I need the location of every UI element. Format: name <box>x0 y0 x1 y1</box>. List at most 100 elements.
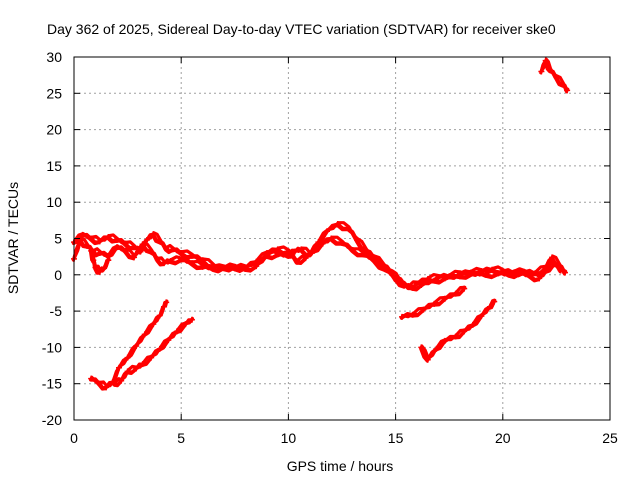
data-point <box>401 282 408 289</box>
data-point <box>88 375 95 382</box>
data-point <box>409 284 416 291</box>
series-neg-track-3 <box>399 285 468 320</box>
data-point <box>92 264 99 271</box>
data-point <box>441 295 448 302</box>
data-point <box>116 364 123 371</box>
data-point <box>418 281 425 288</box>
data-point <box>88 247 95 254</box>
data-point <box>96 268 103 275</box>
data-point <box>124 368 131 375</box>
data-point <box>323 228 330 235</box>
data-point <box>188 316 195 323</box>
x-axis-label: GPS time / hours <box>287 458 394 474</box>
data-point <box>456 273 463 280</box>
series-line <box>71 223 566 291</box>
data-point <box>424 356 431 363</box>
data-point <box>150 321 157 328</box>
data-point <box>96 250 103 257</box>
data-point <box>495 270 502 277</box>
data-point <box>124 354 131 361</box>
data-point <box>441 337 448 344</box>
data-point <box>549 254 556 261</box>
data-point <box>163 299 170 306</box>
data-point <box>178 250 185 257</box>
data-point <box>113 236 120 243</box>
data-point <box>221 264 228 271</box>
y-tick-label: -10 <box>42 339 62 355</box>
data-point <box>392 275 399 282</box>
data-point <box>486 303 493 310</box>
data-point <box>461 328 468 335</box>
data-point <box>557 267 564 274</box>
data-point <box>420 306 427 313</box>
data-point <box>431 277 438 284</box>
data-point <box>143 236 150 243</box>
data-point <box>302 255 309 262</box>
y-tick-label: -15 <box>42 376 62 392</box>
data-point <box>182 321 189 328</box>
data-point <box>482 271 489 278</box>
data-point <box>131 244 138 251</box>
x-tick-label: 0 <box>70 430 78 446</box>
data-point <box>334 220 341 227</box>
data-point <box>105 257 112 264</box>
data-point <box>133 365 140 372</box>
data-point <box>491 298 498 305</box>
x-tick-label: 10 <box>281 430 297 446</box>
data-point <box>452 333 459 340</box>
y-axis-label: SDTVAR / TECUs <box>5 182 21 294</box>
y-tick-label: -20 <box>42 412 62 428</box>
series-high-track <box>538 57 571 94</box>
data-point <box>113 244 120 251</box>
data-point <box>349 247 356 254</box>
data-point <box>148 248 155 255</box>
series-line <box>89 300 168 390</box>
data-point <box>452 290 459 297</box>
data-point <box>362 247 369 254</box>
data-point <box>291 248 298 255</box>
data-point <box>559 81 566 88</box>
data-point <box>150 231 157 238</box>
data-point <box>536 275 543 282</box>
data-point <box>431 300 438 307</box>
data-point <box>285 248 292 255</box>
data-point <box>105 234 112 241</box>
series-line <box>73 235 563 290</box>
data-point <box>122 240 129 247</box>
data-point <box>161 260 168 267</box>
y-tick-label: -5 <box>50 303 63 319</box>
data-point <box>131 254 138 261</box>
data-point <box>418 344 425 351</box>
data-point <box>553 74 560 81</box>
x-tick-label: 15 <box>388 430 404 446</box>
data-point <box>199 263 206 270</box>
data-point <box>77 236 84 243</box>
data-point <box>546 67 553 74</box>
data-point <box>263 250 270 257</box>
data-point <box>156 238 163 245</box>
y-tick-label: 10 <box>46 194 62 210</box>
data-point <box>328 235 335 242</box>
data-point <box>118 377 125 384</box>
data-point <box>169 246 176 253</box>
data-point <box>242 264 249 271</box>
data-point <box>231 265 238 272</box>
series-neg-track-1 <box>88 299 170 391</box>
data-point <box>461 285 468 292</box>
y-tick-label: 25 <box>46 85 62 101</box>
series-neg-track-2 <box>111 316 195 388</box>
data-point <box>564 87 571 94</box>
data-point <box>96 238 103 245</box>
data-point <box>156 312 163 319</box>
series-line <box>419 301 496 363</box>
data-point <box>165 337 172 344</box>
x-tick-label: 20 <box>495 430 511 446</box>
series-line <box>71 238 562 292</box>
data-point <box>156 345 163 352</box>
data-point <box>542 268 549 275</box>
data-point <box>79 231 86 238</box>
data-point <box>133 342 140 349</box>
data-point <box>441 275 448 282</box>
data-point <box>319 240 326 247</box>
data-point <box>88 235 95 242</box>
